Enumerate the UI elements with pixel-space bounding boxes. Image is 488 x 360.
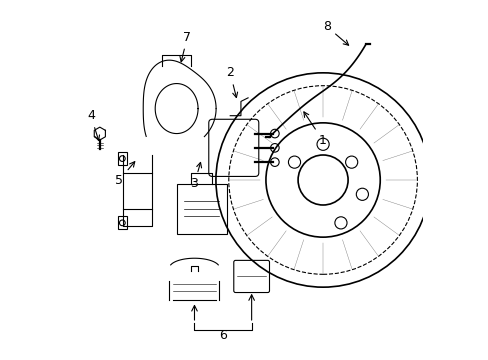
Text: 1: 1 bbox=[303, 112, 326, 147]
Bar bbox=[118, 152, 126, 165]
Text: 4: 4 bbox=[87, 109, 100, 140]
Text: 7: 7 bbox=[180, 31, 191, 62]
Bar bbox=[176, 184, 226, 234]
Text: 3: 3 bbox=[190, 162, 201, 190]
Text: 2: 2 bbox=[226, 66, 237, 98]
Bar bbox=[118, 216, 126, 229]
Text: 8: 8 bbox=[322, 20, 348, 45]
Text: 5: 5 bbox=[115, 162, 135, 186]
Text: 6: 6 bbox=[219, 329, 226, 342]
